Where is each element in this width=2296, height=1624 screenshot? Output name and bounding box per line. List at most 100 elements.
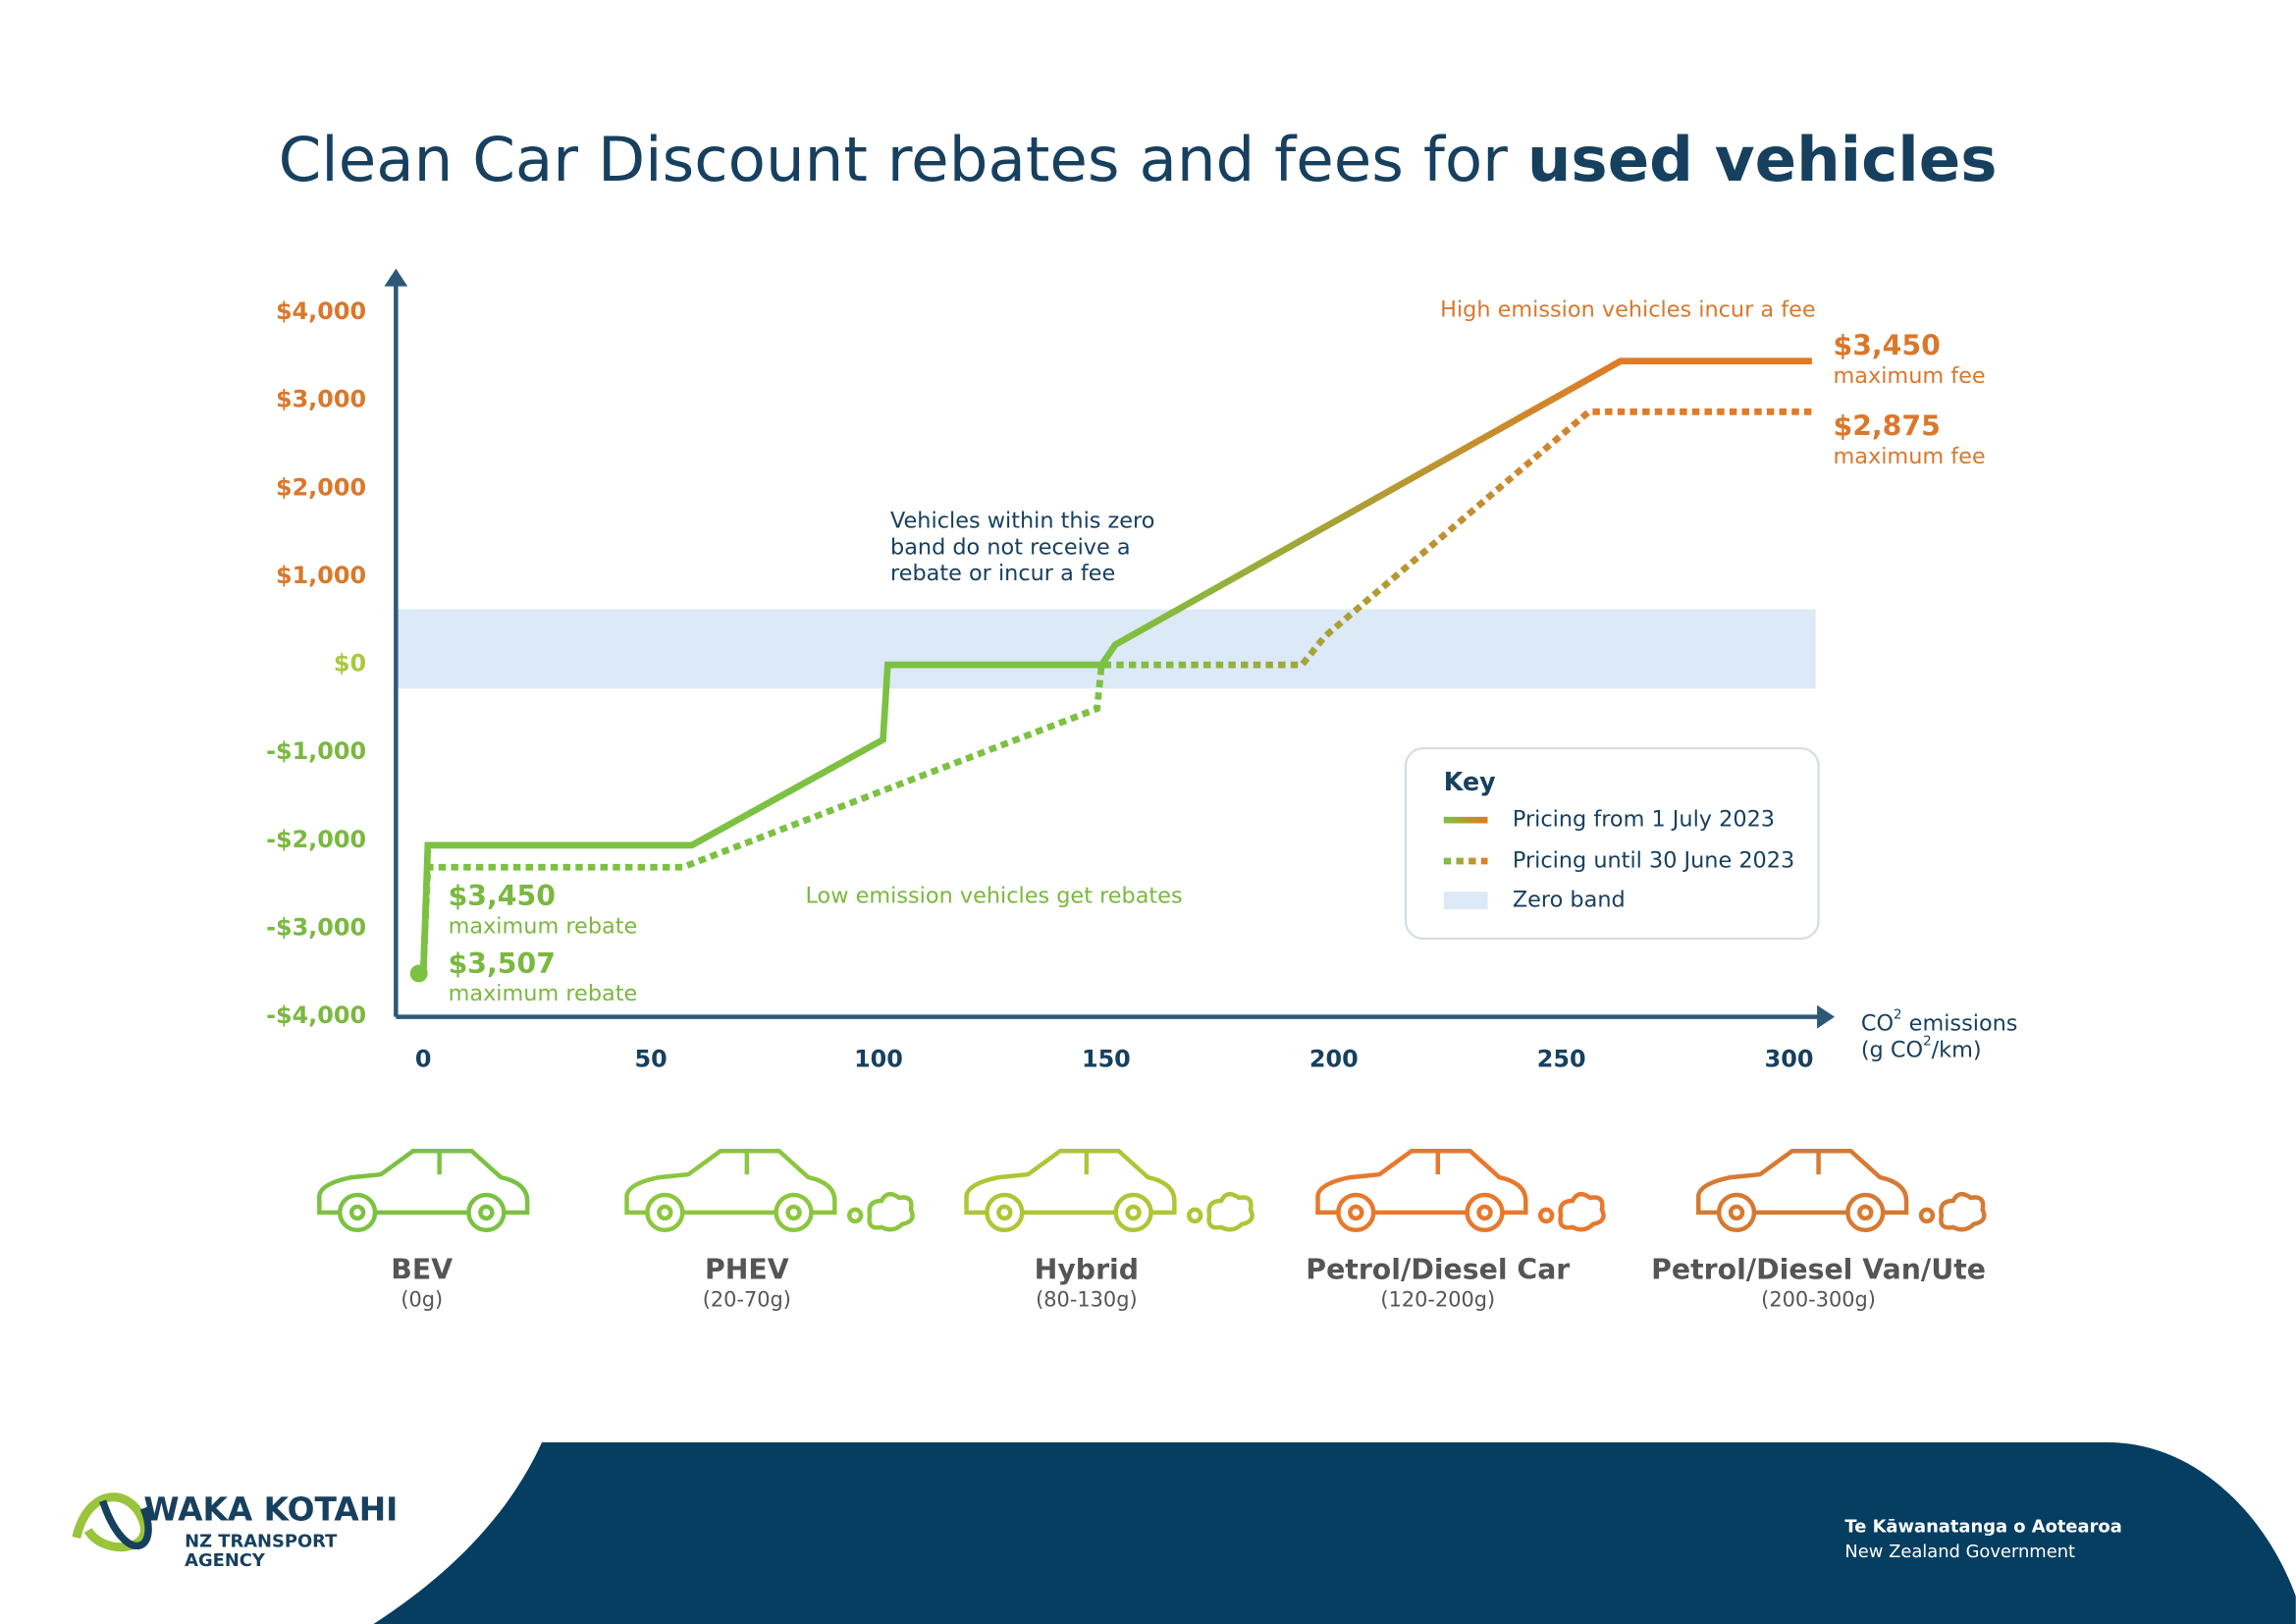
title-regular: Clean Car Discount rebates and fees for (279, 124, 1527, 195)
value-annotation: $3,450 (449, 880, 556, 912)
vehicle-name: PHEV (705, 1254, 789, 1286)
value-annotation-note: maximum fee (1833, 444, 1985, 469)
zero-band (396, 609, 1816, 689)
exhaust-cloud (1939, 1191, 1987, 1232)
vehicle-wheel (1465, 1192, 1505, 1233)
vehicle-name: Petrol/Diesel Car (1306, 1254, 1570, 1286)
x-axis-label-part: CO (1861, 1010, 1894, 1036)
value-annotation: $3,507 (449, 947, 556, 980)
series-line (419, 408, 1812, 969)
legend-label: Pricing from 1 July 2023 (1513, 807, 1775, 833)
vehicle-wheel (337, 1192, 378, 1233)
vehicle-hub (348, 1204, 366, 1221)
vehicle-range: (200-300g) (1761, 1287, 1876, 1311)
x-tick-label: 0 (415, 1045, 432, 1072)
x-axis-arrow (1817, 1004, 1835, 1029)
logo-text: WAKA KOTAHI (143, 1491, 398, 1529)
value-annotation-note: maximum rebate (449, 914, 638, 940)
legend-label: Pricing until 30 June 2023 (1513, 847, 1794, 873)
vehicle-wheel (985, 1192, 1025, 1233)
exhaust-cloud (1558, 1191, 1606, 1232)
series-line (419, 357, 1812, 974)
x-tick-label: 250 (1537, 1045, 1586, 1072)
logo-text: AGENCY (185, 1550, 266, 1571)
vehicle-name: BEV (391, 1254, 453, 1286)
logo-mark (72, 1492, 149, 1552)
vehicle-icon (624, 1149, 915, 1233)
start-point (409, 964, 428, 983)
exhaust-cloud (1206, 1191, 1255, 1232)
title-bold: used vehicles (1527, 124, 1998, 195)
annotation: rebate or incur a fee (890, 561, 1115, 586)
government-text: New Zealand Government (1844, 1542, 2075, 1562)
vehicle-name: Hybrid (1035, 1254, 1139, 1286)
annotation: band do not receive a (890, 534, 1131, 560)
vehicle-wheel (645, 1192, 685, 1233)
x-axis-label-part: 2 (1923, 1034, 1932, 1049)
x-axis-label-part: emissions (1902, 1010, 2018, 1036)
vehicle-icon (1315, 1149, 1606, 1233)
vehicle-hub (657, 1204, 673, 1221)
y-tick-label: $4,000 (276, 298, 366, 325)
x-tick-label: 50 (634, 1045, 667, 1072)
x-axis-label-part: (g CO (1861, 1037, 1923, 1062)
y-tick-label: -$1,000 (266, 737, 366, 765)
logo-mark (99, 1499, 152, 1550)
y-axis-arrow (384, 268, 408, 287)
vehicle-hub (1476, 1204, 1493, 1221)
vehicle-wheel (774, 1192, 814, 1233)
x-axis-label: (g CO2/km) (1861, 1034, 1982, 1061)
exhaust (1537, 1207, 1555, 1224)
vehicle-hub (1857, 1204, 1874, 1221)
vehicle-wheel (1716, 1192, 1757, 1233)
annotation: High emission vehicles incur a fee (1440, 298, 1815, 323)
value-annotation-note: maximum fee (1833, 363, 1985, 389)
x-axis-label-part: 2 (1894, 1008, 1902, 1023)
annotation: Vehicles within this zero (890, 508, 1154, 533)
vehicle-wheel (1845, 1192, 1886, 1233)
vehicle-icon (1696, 1149, 1987, 1233)
y-tick-label: -$2,000 (266, 826, 366, 853)
vehicle-icon (317, 1149, 530, 1233)
vehicle-hub (478, 1204, 495, 1221)
vehicle-hub (1348, 1204, 1364, 1221)
y-tick-label: -$3,000 (266, 914, 366, 942)
vehicle-wheel (1113, 1192, 1153, 1233)
vehicle-hub (785, 1204, 802, 1221)
vehicle-range: (20-70g) (703, 1287, 791, 1311)
y-tick-label: $1,000 (276, 562, 366, 589)
vehicle-range: (0g) (400, 1287, 443, 1311)
x-tick-label: 100 (854, 1045, 903, 1072)
legend-label: Zero band (1513, 888, 1626, 913)
vehicle-icon (964, 1149, 1255, 1233)
x-axis-label-part: /km) (1932, 1037, 1982, 1062)
vehicle-hub (996, 1204, 1013, 1221)
vehicle-hub (1125, 1204, 1142, 1221)
x-axis-label: CO2 emissions (1861, 1008, 2018, 1036)
exhaust (1918, 1207, 1936, 1224)
footer-band (373, 1442, 2296, 1624)
y-tick-label: $0 (334, 650, 366, 677)
chart-title: Clean Car Discount rebates and fees for … (279, 124, 1998, 195)
x-tick-label: 300 (1765, 1045, 1814, 1072)
vehicle-name: Petrol/Diesel Van/Ute (1651, 1254, 1986, 1286)
logo-text: NZ TRANSPORT (185, 1531, 338, 1551)
government-text: Te Kāwanatanga o Aotearoa (1844, 1517, 2121, 1538)
vehicle-hub (1728, 1204, 1745, 1221)
vehicle-wheel (466, 1192, 507, 1233)
x-tick-label: 200 (1309, 1045, 1359, 1072)
vehicle-range: (80-130g) (1036, 1287, 1137, 1311)
annotation: Low emission vehicles get rebates (806, 883, 1183, 908)
legend-swatch (1443, 892, 1488, 910)
vehicle-range: (120-200g) (1380, 1287, 1495, 1311)
value-annotation: $3,450 (1833, 329, 1940, 361)
value-annotation: $2,875 (1833, 409, 1940, 442)
y-tick-label: $3,000 (276, 386, 366, 413)
legend-title: Key (1444, 767, 1496, 796)
y-tick-label: $2,000 (276, 473, 366, 501)
legend-box (1404, 747, 1820, 941)
y-tick-label: -$4,000 (266, 1001, 366, 1029)
exhaust (1187, 1207, 1203, 1224)
